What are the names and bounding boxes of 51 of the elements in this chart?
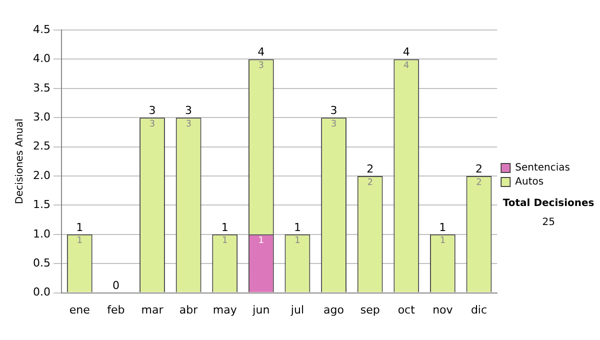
data-label: 1 bbox=[222, 236, 228, 246]
total-label: 4 bbox=[258, 46, 265, 59]
x-tick-label: abr bbox=[179, 303, 198, 316]
y-tick-label: 3.0 bbox=[32, 110, 50, 124]
y-tick-label: 3.5 bbox=[32, 81, 50, 94]
total-label: 3 bbox=[330, 104, 338, 117]
total-label: 1 bbox=[439, 220, 446, 234]
legend-label: Autos bbox=[515, 176, 544, 188]
total-label: 0 bbox=[112, 279, 120, 292]
x-tick-label: jun bbox=[252, 303, 270, 316]
data-label: 4 bbox=[404, 61, 410, 72]
data-label: 1 bbox=[258, 236, 264, 246]
x-tick-label: ene bbox=[69, 303, 90, 316]
x-tick-label: feb bbox=[107, 303, 125, 316]
y-tick-label: 2.5 bbox=[32, 140, 50, 153]
data-label: 1 bbox=[294, 236, 300, 246]
total-label: 3 bbox=[148, 104, 156, 117]
data-label: 3 bbox=[330, 119, 337, 130]
data-label: 3 bbox=[258, 61, 264, 72]
data-label: 2 bbox=[476, 178, 482, 188]
y-tick-label: 0.5 bbox=[32, 256, 50, 270]
y-tick-label: 1.0 bbox=[32, 227, 50, 240]
text: 25 bbox=[542, 217, 555, 228]
x-tick-label: mar bbox=[141, 303, 164, 316]
x-tick-label: oct bbox=[398, 303, 416, 316]
x-tick-label: nov bbox=[432, 303, 454, 316]
data-label: 1 bbox=[440, 236, 446, 246]
x-tick-label: ago bbox=[324, 303, 344, 316]
y-tick-label: 1.5 bbox=[32, 198, 50, 212]
y-tick-label: 4.5 bbox=[32, 22, 50, 36]
data-label: 2 bbox=[367, 178, 373, 188]
total-label: 3 bbox=[185, 104, 192, 117]
total-label: 2 bbox=[366, 162, 374, 176]
total-label: 1 bbox=[221, 220, 228, 234]
legend-label: Sentencias bbox=[515, 162, 570, 174]
x-tick-label: may bbox=[212, 303, 238, 316]
total-label: 2 bbox=[475, 162, 482, 176]
data-label: 1 bbox=[76, 236, 83, 246]
x-tick-label: sep bbox=[360, 303, 380, 316]
y-tick-label: 0.0 bbox=[32, 286, 50, 299]
y-tick-label: 2.0 bbox=[32, 168, 50, 182]
text: Total Decisiones bbox=[502, 198, 594, 210]
total-label: 1 bbox=[76, 220, 84, 234]
total-label: 4 bbox=[402, 46, 410, 59]
x-tick-label: dic bbox=[470, 303, 488, 316]
y-tick-label: 4.0 bbox=[32, 52, 50, 66]
data-label: 3 bbox=[186, 119, 192, 130]
x-tick-label: jul bbox=[290, 303, 304, 316]
total-label: 1 bbox=[294, 220, 301, 234]
data-label: 3 bbox=[149, 119, 156, 130]
y-axis-title: Decisiones Anual bbox=[14, 118, 26, 204]
